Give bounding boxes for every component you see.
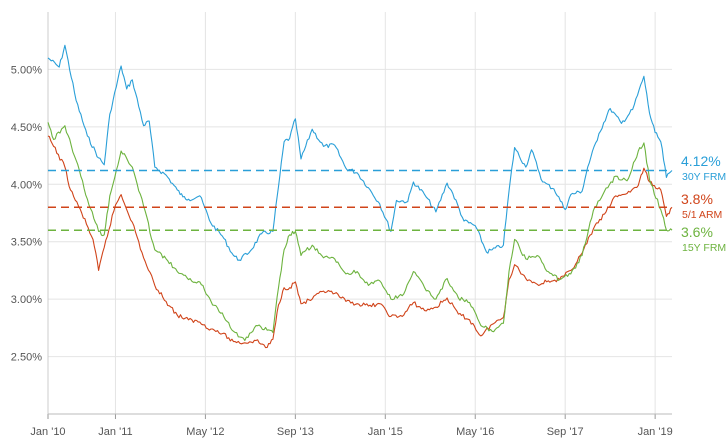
y-tick-label: 4.00% [11, 179, 42, 191]
y-tick-label: 2.50% [11, 352, 42, 364]
y-tick-label: 3.50% [11, 237, 42, 249]
x-tick-label: Jan '10 [30, 426, 65, 438]
series-name-label: 15Y FRM [682, 242, 726, 254]
x-tick-label: Sep '17 [547, 426, 584, 438]
series-name-label: 30Y FRM [682, 171, 726, 183]
y-tick-label: 4.50% [11, 122, 42, 134]
x-tick-label: May '16 [456, 426, 494, 438]
x-tick-label: Sep '13 [277, 426, 314, 438]
series-line-30y-frm [47, 44, 673, 261]
x-tick-label: May '12 [186, 426, 224, 438]
y-tick-label: 5.00% [11, 64, 42, 76]
latest-value-label: 3.6% [681, 224, 713, 240]
series-line-5-1-arm [47, 135, 673, 349]
series-name-label: 5/1 ARM [682, 209, 722, 221]
x-tick-label: Jan '19 [638, 426, 673, 438]
latest-value-label: 3.8% [681, 191, 713, 207]
y-tick-label: 3.00% [11, 294, 42, 306]
x-tick-label: Jan '11 [98, 426, 132, 438]
series-line-15y-frm [47, 122, 673, 342]
latest-value-label: 4.12% [681, 153, 721, 169]
x-tick-label: Jan '15 [368, 426, 403, 438]
